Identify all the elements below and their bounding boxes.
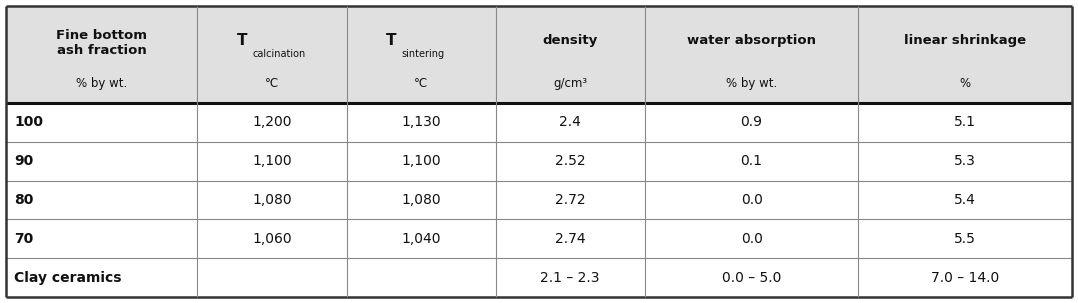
Text: % by wt.: % by wt.	[77, 77, 127, 90]
Bar	[6, 258, 1072, 297]
Text: 2.52: 2.52	[555, 154, 585, 168]
Text: g/cm³: g/cm³	[553, 77, 588, 90]
Text: 2.1 – 2.3: 2.1 – 2.3	[540, 271, 600, 285]
Bar	[6, 181, 1072, 219]
Text: 1,100: 1,100	[401, 154, 441, 168]
Text: 100: 100	[14, 115, 43, 129]
Text: 5.1: 5.1	[954, 115, 977, 129]
Text: linear shrinkage: linear shrinkage	[904, 35, 1026, 48]
Text: 2.72: 2.72	[555, 193, 585, 207]
Bar	[6, 6, 1072, 103]
Text: water absorption: water absorption	[687, 35, 816, 48]
Text: 80: 80	[14, 193, 33, 207]
Text: Clay ceramics: Clay ceramics	[14, 271, 122, 285]
Text: 1,130: 1,130	[401, 115, 441, 129]
Text: 2.74: 2.74	[555, 232, 585, 246]
Text: T: T	[237, 33, 248, 48]
Text: % by wt.: % by wt.	[725, 77, 777, 90]
Text: calcination: calcination	[252, 49, 306, 59]
Text: 0.1: 0.1	[741, 154, 762, 168]
Bar	[6, 103, 1072, 142]
Text: 0.0: 0.0	[741, 232, 762, 246]
Text: 5.4: 5.4	[954, 193, 977, 207]
Text: 1,200: 1,200	[252, 115, 292, 129]
Text: 1,080: 1,080	[252, 193, 292, 207]
Text: °C: °C	[265, 77, 279, 90]
Text: 0.0: 0.0	[741, 193, 762, 207]
Text: 0.0 – 5.0: 0.0 – 5.0	[722, 271, 782, 285]
Text: 0.9: 0.9	[741, 115, 762, 129]
Text: 7.0 – 14.0: 7.0 – 14.0	[931, 271, 999, 285]
Text: 5.5: 5.5	[954, 232, 977, 246]
Text: sintering: sintering	[402, 49, 445, 59]
Text: 2.4: 2.4	[559, 115, 581, 129]
Text: 5.3: 5.3	[954, 154, 977, 168]
Text: %: %	[959, 77, 971, 90]
Text: 90: 90	[14, 154, 33, 168]
Bar	[6, 142, 1072, 181]
Text: Fine bottom
ash fraction: Fine bottom ash fraction	[56, 29, 148, 57]
Text: 70: 70	[14, 232, 33, 246]
Text: density: density	[542, 35, 598, 48]
Text: 1,080: 1,080	[401, 193, 441, 207]
Text: 1,100: 1,100	[252, 154, 292, 168]
Text: 1,060: 1,060	[252, 232, 292, 246]
Text: 1,040: 1,040	[401, 232, 441, 246]
Bar	[6, 219, 1072, 258]
Text: T: T	[386, 33, 397, 48]
Text: °C: °C	[414, 77, 428, 90]
